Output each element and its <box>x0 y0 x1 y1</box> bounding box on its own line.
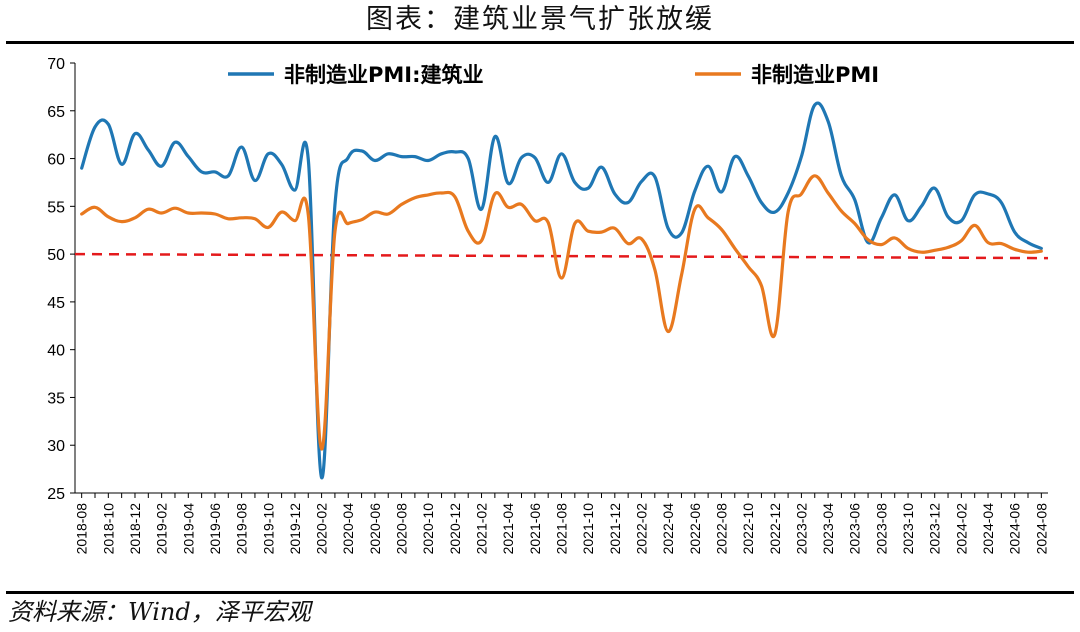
x-tick-label: 2018-08 <box>74 503 90 555</box>
series-lines <box>80 101 1043 480</box>
threshold-line <box>74 252 1049 260</box>
y-tick-label: 35 <box>47 390 65 407</box>
x-tick-label: 2020-04 <box>340 503 356 555</box>
top-rule <box>6 41 1074 44</box>
y-tick-label: 65 <box>47 104 65 121</box>
x-tick-label: 2021-12 <box>607 503 623 555</box>
y-tick-label: 25 <box>47 486 65 503</box>
y-tick-label: 30 <box>47 438 65 455</box>
source-note: 资料来源：Wind，泽平宏观 <box>8 598 311 626</box>
x-tick-label: 2022-12 <box>767 503 783 555</box>
x-tick-label: 2019-08 <box>234 503 250 555</box>
x-tick-label: 2019-10 <box>260 503 276 555</box>
x-tick-label: 2022-10 <box>740 503 756 555</box>
x-tick-label: 2023-08 <box>873 503 889 555</box>
axes: 25 30 35 40 45 50 55 60 65 70 2018-08 2018-10 2018-1… <box>47 56 1049 554</box>
x-tick-label: 2022-08 <box>713 503 729 555</box>
y-tick-label: 50 <box>47 247 65 264</box>
y-tick-label: 45 <box>47 295 65 312</box>
series-line-construction <box>80 101 1043 480</box>
x-tick-label: 2020-02 <box>314 503 330 555</box>
x-tick-label: 2020-12 <box>447 503 463 555</box>
series-line-non-manufacturing <box>80 174 1043 451</box>
x-tick-label: 2021-04 <box>500 503 516 555</box>
x-tick-label: 2021-08 <box>554 503 570 555</box>
x-tick-label: 2024-02 <box>953 503 969 555</box>
chart-title: 图表：建筑业景气扩张放缓 <box>366 4 714 35</box>
x-tick-label: 2021-06 <box>527 503 543 555</box>
line-chart: 25 30 35 40 45 50 55 60 65 70 2018-08 2018-10 2018-1… <box>47 56 1049 554</box>
x-tick-label: 2018-12 <box>127 503 143 555</box>
legend-label: 非制造业PMI <box>751 63 879 87</box>
x-tick-label: 2020-08 <box>394 503 410 555</box>
x-tick-label: 2024-04 <box>980 503 996 555</box>
x-tick-label: 2023-02 <box>793 503 809 555</box>
x-tick-label: 2023-10 <box>900 503 916 555</box>
bottom-rule <box>6 591 1074 594</box>
x-tick-label: 2019-04 <box>180 503 196 555</box>
y-tick-label: 40 <box>47 343 65 360</box>
x-tick-label: 2019-12 <box>287 503 303 555</box>
x-tick-label: 2021-10 <box>580 503 596 555</box>
x-tick-label: 2024-08 <box>1033 503 1049 555</box>
x-tick-label: 2023-12 <box>927 503 943 555</box>
y-tick-label: 70 <box>47 56 65 73</box>
legend-label: 非制造业PMI:建筑业 <box>284 63 484 87</box>
legend: 非制造业PMI:建筑业 非制造业PMI <box>228 63 879 87</box>
x-tick-label: 2022-06 <box>687 503 703 555</box>
x-tick-label: 2018-10 <box>100 503 116 555</box>
y-tick-label: 60 <box>47 152 65 169</box>
threshold-line-group <box>74 252 1049 260</box>
x-tick-label: 2021-02 <box>474 503 490 555</box>
x-tick-label: 2024-06 <box>1007 503 1023 555</box>
x-tick-label: 2022-02 <box>633 503 649 555</box>
x-tick-label: 2020-06 <box>367 503 383 555</box>
x-tick-label: 2022-04 <box>660 503 676 555</box>
x-tick-label: 2023-06 <box>847 503 863 555</box>
y-tick-label: 55 <box>47 199 65 216</box>
x-tick-label: 2023-04 <box>820 503 836 555</box>
x-tick-label: 2020-10 <box>420 503 436 555</box>
x-tick-label: 2019-06 <box>207 503 223 555</box>
x-tick-label: 2019-02 <box>154 503 170 555</box>
